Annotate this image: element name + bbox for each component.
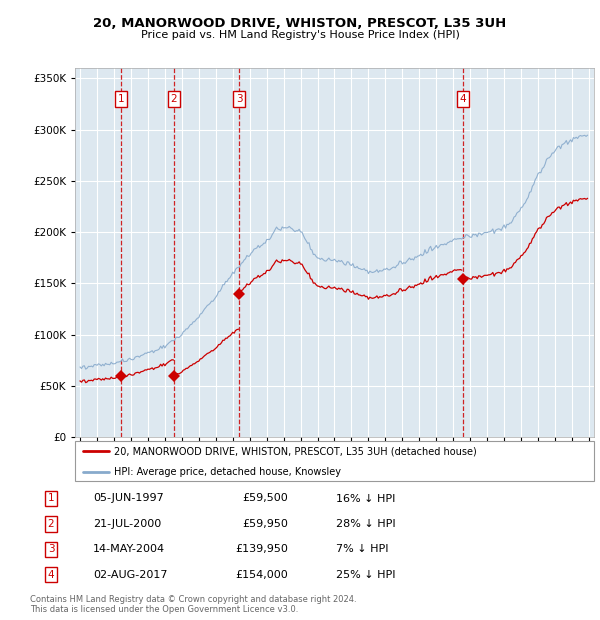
- Text: 25% ↓ HPI: 25% ↓ HPI: [336, 570, 395, 580]
- Text: £59,950: £59,950: [242, 519, 288, 529]
- Text: 3: 3: [236, 94, 242, 104]
- Text: 7% ↓ HPI: 7% ↓ HPI: [336, 544, 389, 554]
- Text: 4: 4: [460, 94, 466, 104]
- Text: 05-JUN-1997: 05-JUN-1997: [93, 494, 164, 503]
- Text: 1: 1: [47, 494, 55, 503]
- Text: 2: 2: [171, 94, 178, 104]
- Text: 21-JUL-2000: 21-JUL-2000: [93, 519, 161, 529]
- Text: £59,500: £59,500: [242, 494, 288, 503]
- Text: 1: 1: [118, 94, 125, 104]
- Text: 28% ↓ HPI: 28% ↓ HPI: [336, 519, 395, 529]
- Text: £154,000: £154,000: [235, 570, 288, 580]
- Text: HPI: Average price, detached house, Knowsley: HPI: Average price, detached house, Know…: [114, 467, 341, 477]
- FancyBboxPatch shape: [75, 441, 594, 481]
- Text: £139,950: £139,950: [235, 544, 288, 554]
- Text: 20, MANORWOOD DRIVE, WHISTON, PRESCOT, L35 3UH (detached house): 20, MANORWOOD DRIVE, WHISTON, PRESCOT, L…: [114, 446, 476, 456]
- Text: 16% ↓ HPI: 16% ↓ HPI: [336, 494, 395, 503]
- Text: 14-MAY-2004: 14-MAY-2004: [93, 544, 165, 554]
- Text: 4: 4: [47, 570, 55, 580]
- Text: Contains HM Land Registry data © Crown copyright and database right 2024.
This d: Contains HM Land Registry data © Crown c…: [30, 595, 356, 614]
- Text: 3: 3: [47, 544, 55, 554]
- Text: 2: 2: [47, 519, 55, 529]
- Text: Price paid vs. HM Land Registry's House Price Index (HPI): Price paid vs. HM Land Registry's House …: [140, 30, 460, 40]
- Text: 20, MANORWOOD DRIVE, WHISTON, PRESCOT, L35 3UH: 20, MANORWOOD DRIVE, WHISTON, PRESCOT, L…: [94, 17, 506, 30]
- Text: 02-AUG-2017: 02-AUG-2017: [93, 570, 167, 580]
